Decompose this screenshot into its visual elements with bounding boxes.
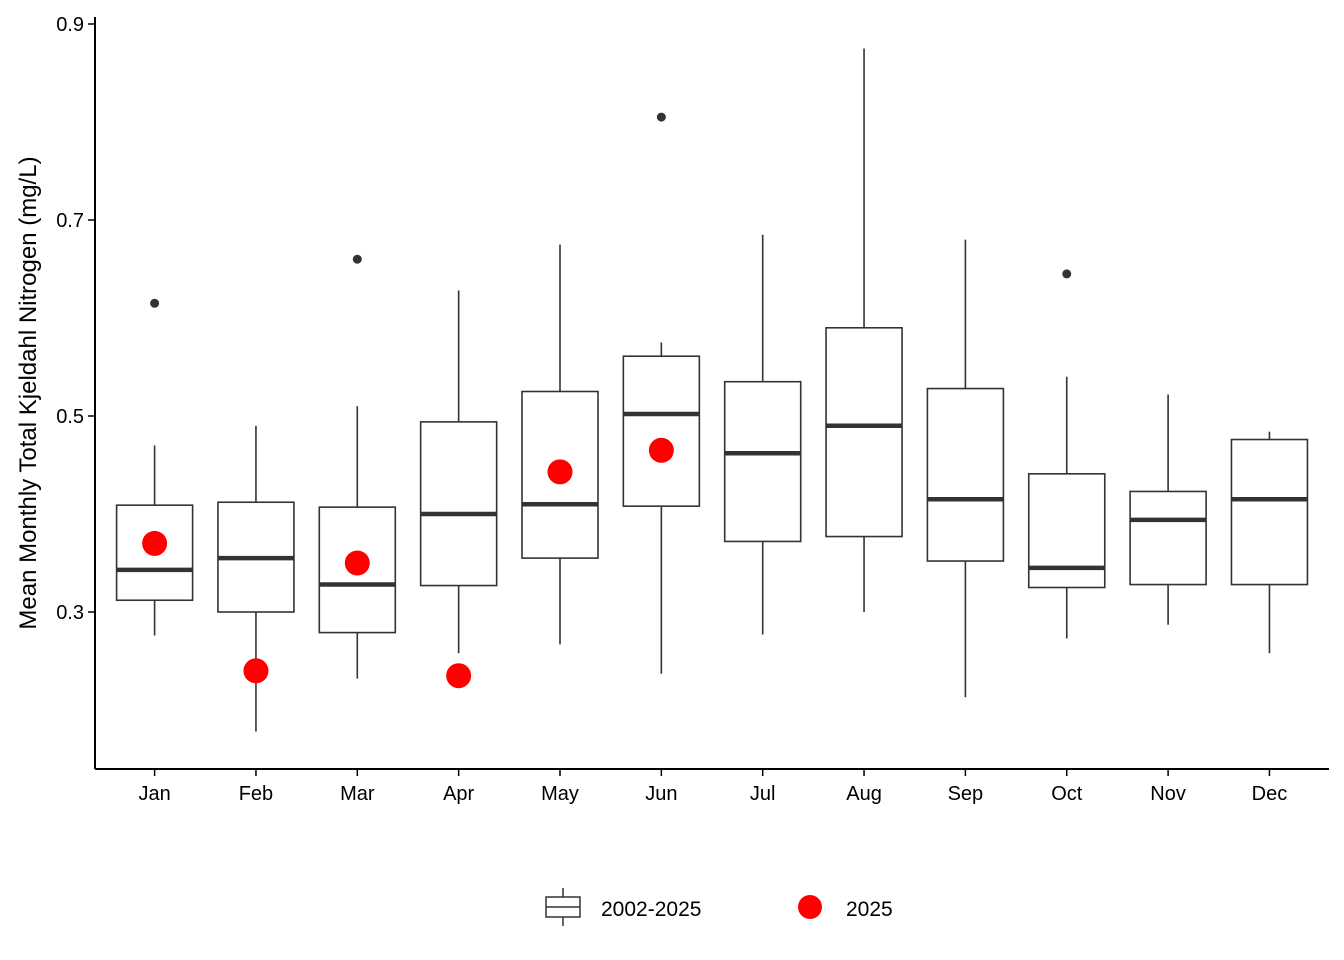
x-tick-label-nov: Nov	[1150, 783, 1186, 805]
y-ticks: 0.3 0.5 0.7 0.9	[56, 14, 95, 624]
box-may	[521, 244, 599, 645]
box-iqr	[1129, 490, 1207, 586]
outlier-point	[150, 298, 160, 308]
box-iqr	[419, 421, 498, 587]
box-sep	[926, 239, 1005, 698]
box-jul	[723, 234, 802, 635]
box-iqr	[825, 326, 903, 538]
outlier-point	[656, 112, 666, 122]
legend-key-points	[798, 895, 822, 919]
y-tick-label: 0.7	[56, 210, 84, 232]
y-tick-label: 0.9	[56, 14, 84, 36]
x-tick-label-jun: Jun	[645, 783, 677, 805]
boxplot-series	[115, 48, 1309, 732]
box-dec	[1230, 431, 1309, 654]
box-aug	[825, 48, 903, 612]
point-2025-jun	[648, 437, 674, 463]
box-iqr	[1230, 438, 1309, 586]
x-tick-label-dec: Dec	[1252, 783, 1288, 805]
box-jan	[115, 298, 194, 636]
point-2025-apr	[446, 663, 472, 689]
legend-label-points: 2025	[846, 898, 893, 921]
box-jun	[622, 112, 701, 674]
x-tick-label-oct: Oct	[1051, 783, 1083, 805]
box-oct	[1027, 269, 1106, 639]
point-2025-jan	[142, 530, 168, 556]
outlier-point	[352, 254, 362, 264]
point-2025-mar	[344, 550, 370, 576]
box-apr	[419, 290, 498, 654]
points-series	[142, 437, 674, 689]
legend-label-boxplot: 2002-2025	[601, 898, 701, 921]
box-iqr	[622, 355, 701, 507]
legend-key-boxplot	[545, 888, 581, 926]
x-tick-label-aug: Aug	[846, 783, 882, 805]
outlier-point	[1062, 269, 1072, 279]
x-tick-label-sep: Sep	[948, 783, 984, 805]
x-tick-label-jul: Jul	[750, 783, 776, 805]
point-2025-feb	[243, 658, 269, 684]
box-mar	[318, 254, 397, 679]
legend: 2002-2025 2025	[545, 888, 893, 926]
x-tick-label-mar: Mar	[340, 783, 375, 805]
x-tick-label-feb: Feb	[239, 783, 273, 805]
y-axis-title: Mean Monthly Total Kjeldahl Nitrogen (mg…	[15, 156, 42, 629]
y-tick-label: 0.5	[56, 406, 84, 428]
x-ticks: Jan Feb Mar Apr May Jun Jul Aug Sep Oct Nov Dec	[138, 769, 1287, 805]
box-feb	[217, 425, 295, 732]
box-nov	[1129, 394, 1207, 625]
point-2025-may	[547, 459, 573, 485]
box-iqr	[723, 380, 802, 543]
box-iqr	[926, 387, 1005, 562]
box-iqr	[1027, 473, 1106, 589]
axis-lines	[94, 17, 1329, 770]
x-tick-label-jan: Jan	[138, 783, 170, 805]
x-tick-label-apr: Apr	[443, 783, 474, 805]
x-tick-label-may: May	[541, 783, 579, 805]
y-tick-label: 0.3	[56, 602, 84, 624]
